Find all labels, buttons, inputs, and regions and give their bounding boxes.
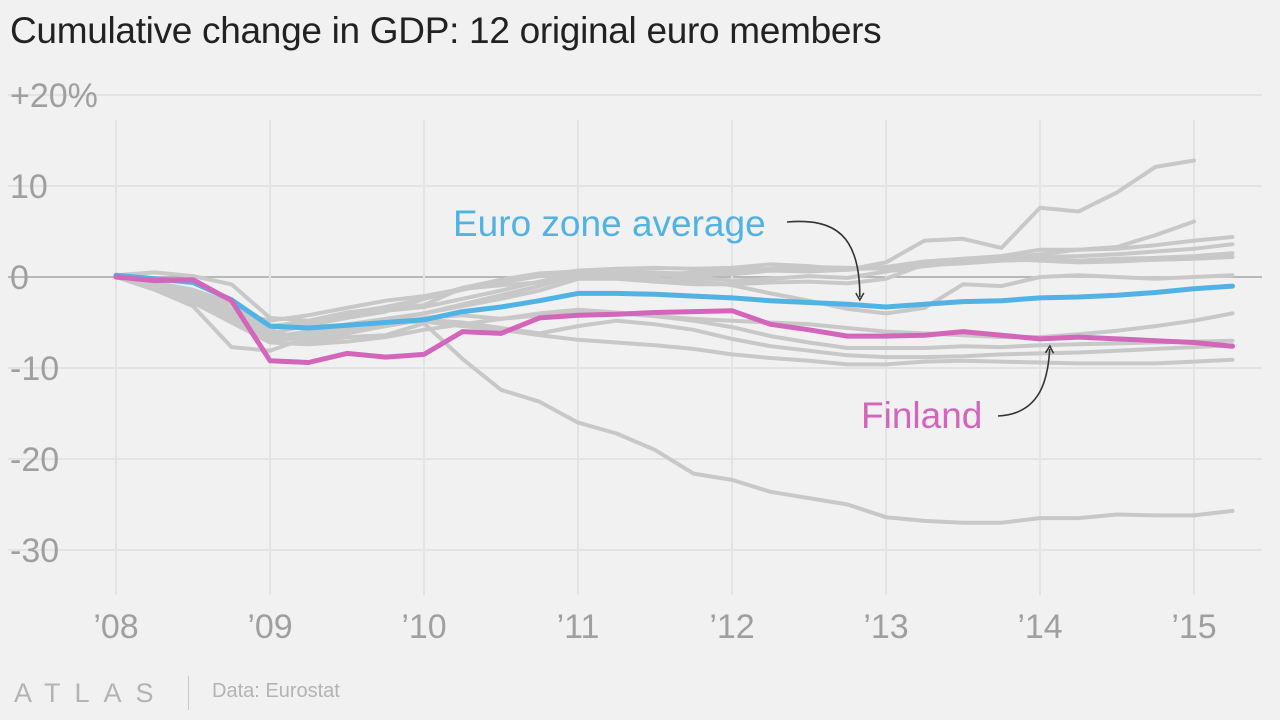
finland-label: Finland [861, 395, 982, 436]
x-tick-label: ’13 [863, 608, 908, 646]
atlas-logo: ATLAS [14, 678, 168, 708]
y-tick-label: 0 [10, 259, 29, 297]
y-tick-label: -30 [10, 532, 59, 570]
chart-title: Cumulative change in GDP: 12 original eu… [10, 10, 882, 51]
country-line-6 [114, 255, 1235, 339]
footer: ATLAS Data: Eurostat [0, 672, 700, 712]
country-line-7 [114, 273, 1235, 323]
highlighted-lines [113, 272, 1235, 365]
finland-arrow [997, 344, 1055, 417]
y-tick-label: -10 [10, 350, 59, 388]
country-line-1 [114, 158, 1196, 323]
y-axis: +20% 10 0 -10 -20 -30 [10, 77, 98, 570]
x-axis: ’08 ’09 ’10 ’11 ’12 ’13 ’14 ’15 [93, 608, 1216, 646]
x-tick-label: ’09 [247, 608, 292, 646]
euro-average-arrow [786, 220, 865, 302]
x-tick-label: ’15 [1171, 608, 1216, 646]
finland-line [113, 274, 1235, 365]
x-tick-label: ’14 [1017, 608, 1062, 646]
annotations: Euro zone average Finland [453, 203, 1055, 436]
x-tick-label: ’08 [93, 608, 138, 646]
euro-zone-average-line [113, 272, 1235, 331]
y-tick-label: -20 [10, 441, 59, 479]
country-line-12 [114, 275, 1235, 525]
data-source: Data: Eurostat [212, 680, 340, 702]
footer-divider [188, 676, 189, 710]
gdp-line-chart: +20% 10 0 -10 -20 -30 ’08 ’09 ’10 ’11 ’12 ’13 ’14 ’1… [8, 77, 1262, 646]
x-tick-label: ’10 [401, 608, 446, 646]
y-tick-label: +20% [10, 77, 98, 115]
y-tick-label: 10 [10, 168, 48, 206]
x-tick-label: ’11 [557, 608, 600, 646]
euro-average-label: Euro zone average [453, 203, 766, 244]
x-tick-label: ’12 [709, 608, 754, 646]
other-country-lines [114, 158, 1235, 525]
